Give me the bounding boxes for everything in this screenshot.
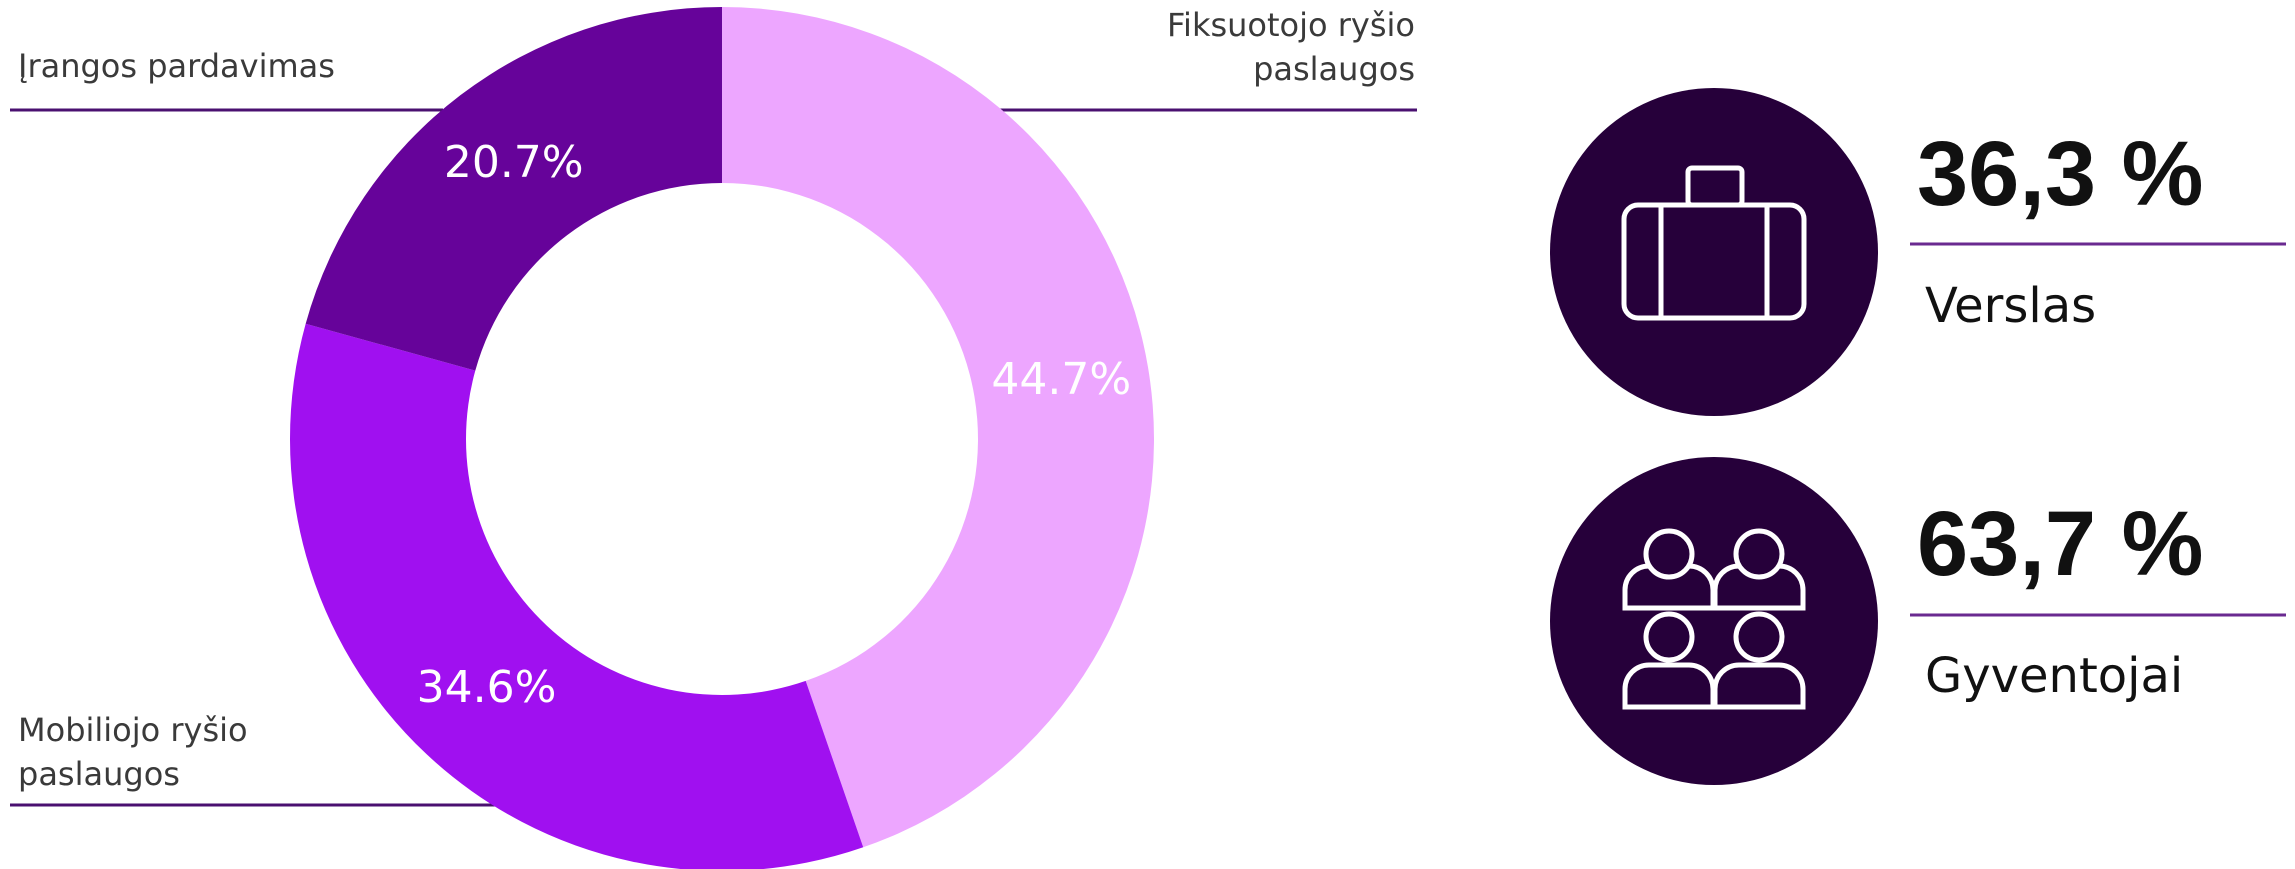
- category-label: Fiksuotojo ryšio paslaugos: [1166, 6, 1415, 88]
- value-label: 34.6%: [417, 662, 557, 713]
- icon-circle: [1550, 88, 1878, 416]
- stat-value: 63,7 %: [1917, 493, 2203, 595]
- briefcase-icon: [1621, 165, 1807, 321]
- value-label: 20.7%: [444, 137, 584, 188]
- category-label: Mobiliojo ryšio paslaugos: [18, 711, 248, 793]
- people-icon: [1622, 528, 1806, 710]
- icon-circle: [1550, 457, 1878, 785]
- stat-label: Gyventojai: [1925, 648, 2183, 704]
- stat-value: 36,3 %: [1917, 123, 2203, 225]
- stat-label: Verslas: [1925, 278, 2096, 334]
- value-label: 44.7%: [991, 354, 1131, 405]
- donut-segment: [722, 7, 1155, 848]
- donut-segment: [290, 323, 864, 869]
- category-label: Įrangos pardavimas: [18, 47, 335, 85]
- donut-segment: [305, 7, 722, 371]
